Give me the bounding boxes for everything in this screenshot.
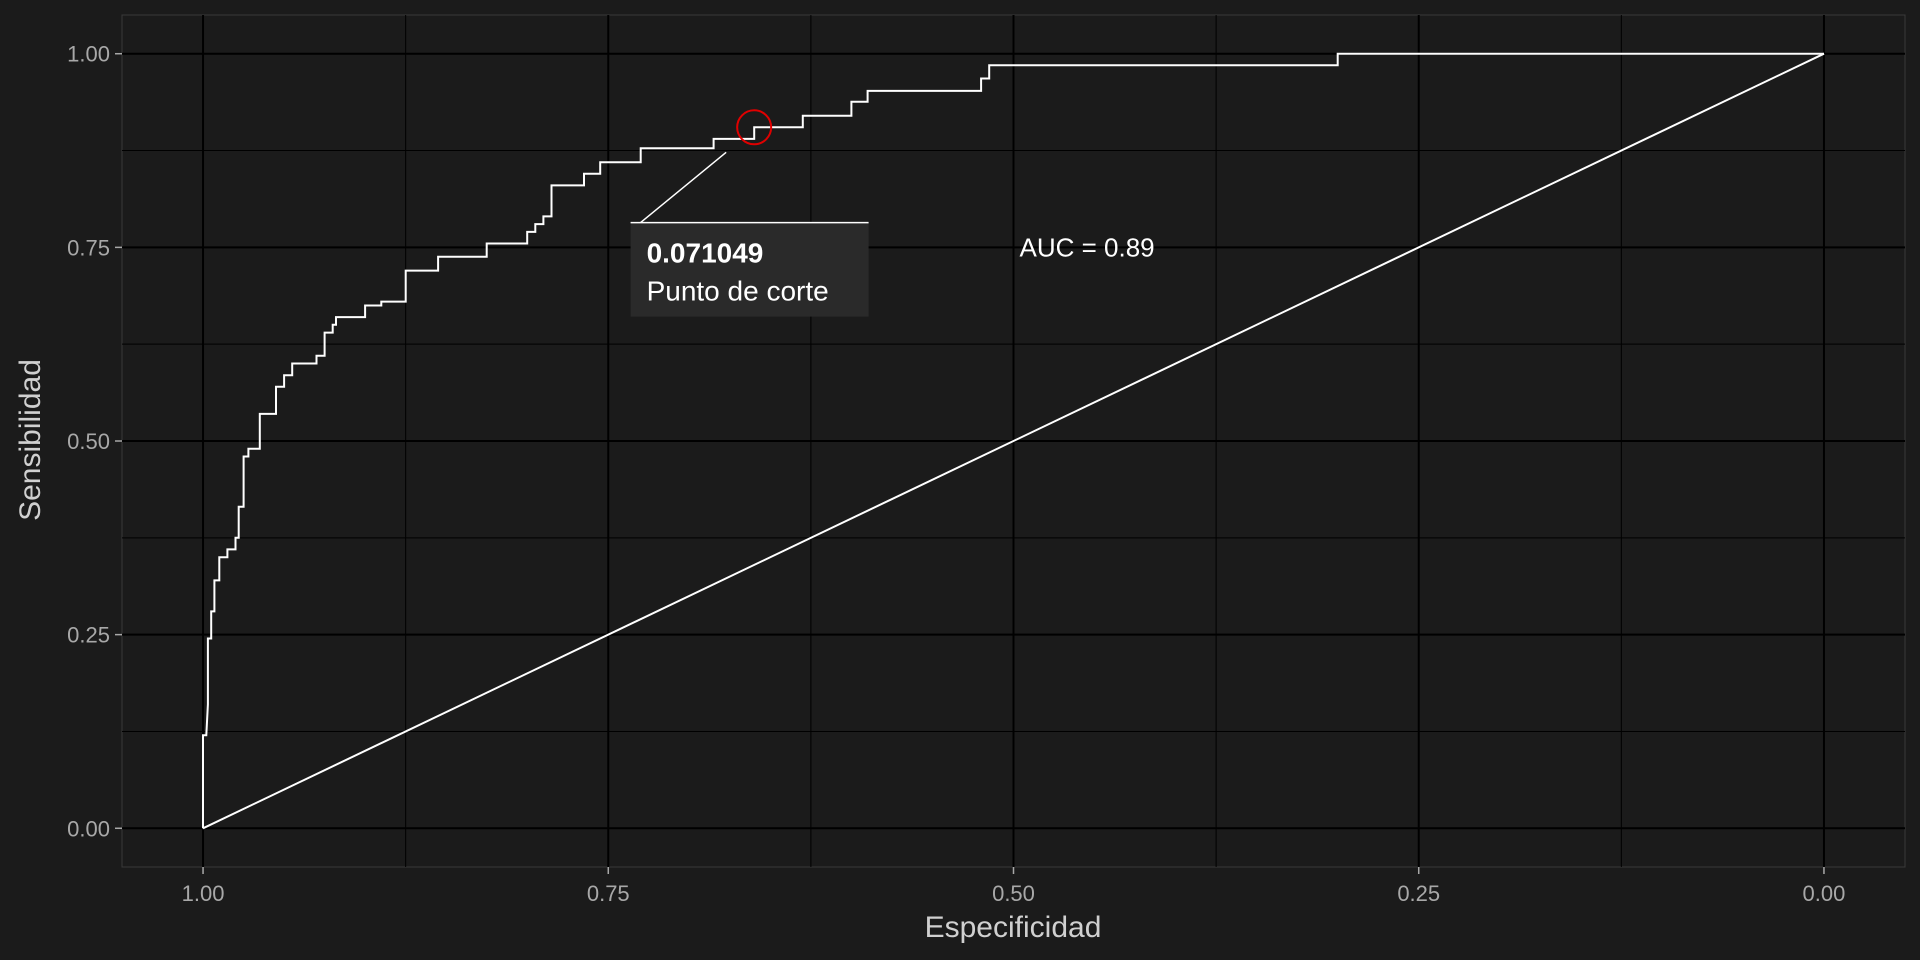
y-axis-ticks: 0.00 0.25 0.50 0.75 1.00: [67, 42, 122, 841]
x-tick-label: 0.50: [992, 881, 1035, 906]
x-tick-label: 0.25: [1397, 881, 1440, 906]
cutoff-leader-line: [640, 151, 727, 224]
cutoff-label-text: Punto de corte: [647, 276, 829, 307]
y-tick-label: 0.50: [67, 429, 110, 454]
annotations: AUC = 0.89 0.071049 Punto de corte: [630, 109, 1155, 317]
x-axis-ticks: 1.00 0.75 0.50 0.25 0.00: [182, 867, 1846, 906]
cutoff-label-box: [630, 222, 869, 317]
y-tick-label: 0.75: [67, 235, 110, 260]
cutoff-marker: [736, 109, 773, 146]
auc-annotation: AUC = 0.89: [1020, 232, 1155, 262]
y-tick-label: 0.25: [67, 623, 110, 648]
grid-lines: [122, 15, 1905, 867]
x-tick-label: 0.75: [587, 881, 630, 906]
x-tick-label: 1.00: [182, 881, 225, 906]
cutoff-value: 0.071049: [647, 238, 764, 269]
y-axis-title: Sensibilidad: [14, 359, 47, 521]
x-tick-label: 0.00: [1803, 881, 1846, 906]
y-tick-label: 0.00: [67, 816, 110, 841]
reference-diagonal: [202, 52, 1825, 830]
y-tick-label: 1.00: [67, 42, 110, 67]
x-axis-title: Especificidad: [925, 911, 1102, 944]
